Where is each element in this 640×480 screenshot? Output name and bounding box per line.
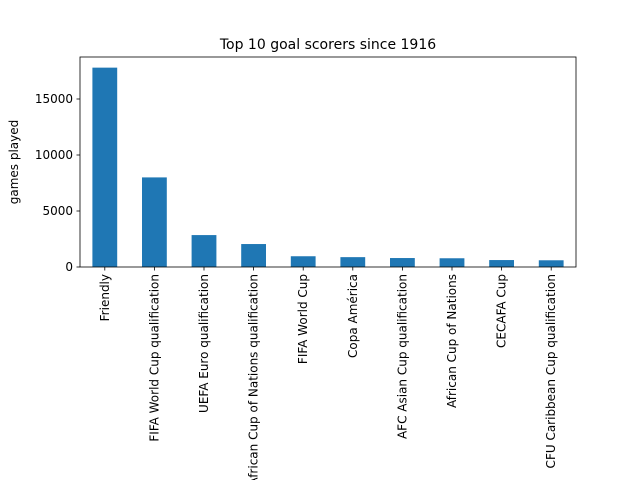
x-tick-label: AFC Asian Cup qualification bbox=[395, 274, 409, 439]
x-tick-label: Friendly bbox=[98, 274, 112, 321]
x-tick-label: CECAFA Cup bbox=[495, 274, 509, 348]
bar bbox=[489, 260, 514, 267]
bar bbox=[390, 258, 415, 267]
x-tick-label: CFU Caribbean Cup qualification bbox=[544, 274, 558, 468]
bar bbox=[538, 260, 564, 267]
bar bbox=[439, 258, 465, 267]
bar bbox=[340, 257, 366, 267]
bar bbox=[142, 177, 167, 267]
bar bbox=[92, 67, 118, 267]
chart-title: Top 10 goal scorers since 1916 bbox=[219, 37, 436, 53]
bar bbox=[241, 244, 266, 267]
y-tick-label: 10000 bbox=[35, 148, 73, 162]
y-tick-label: 5000 bbox=[42, 204, 73, 218]
bar bbox=[191, 235, 217, 267]
x-tick-label: African Cup of Nations qualification bbox=[247, 274, 261, 480]
x-tick-label: UEFA Euro qualification bbox=[197, 274, 211, 413]
bar bbox=[290, 256, 316, 267]
x-tick-label: Copa América bbox=[346, 274, 360, 358]
x-tick-label: FIFA World Cup qualification bbox=[147, 274, 161, 442]
y-tick-label: 0 bbox=[65, 260, 73, 274]
y-axis-label: games played bbox=[7, 120, 21, 205]
x-tick-label: FIFA World Cup bbox=[296, 274, 310, 364]
y-tick-label: 15000 bbox=[35, 92, 73, 106]
plot-frame bbox=[79, 56, 577, 268]
x-tick-label: African Cup of Nations bbox=[445, 274, 459, 408]
